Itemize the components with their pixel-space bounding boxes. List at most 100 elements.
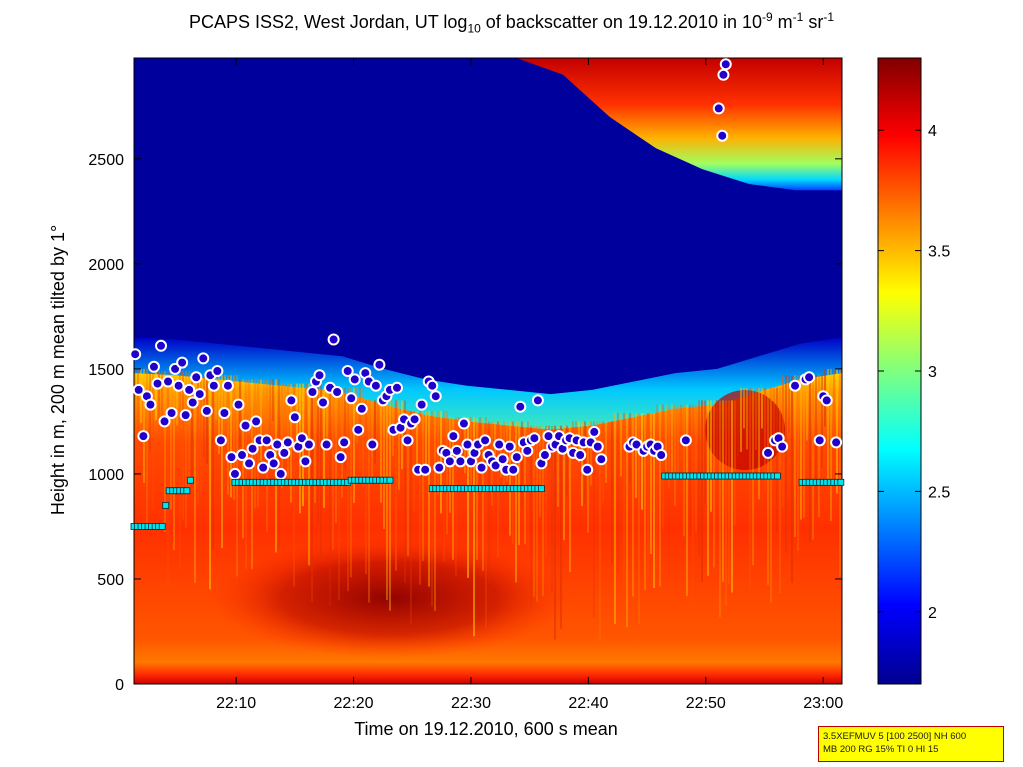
cloud-base-marker	[820, 394, 833, 407]
streak	[632, 413, 634, 597]
cloud-base-marker	[257, 461, 270, 474]
cloud-base-marker	[595, 453, 608, 466]
streak	[521, 421, 523, 508]
info-line-1: 3.5XEFMUV 5 [100 2500] NH 600	[823, 731, 967, 742]
cloud-base-marker	[719, 58, 732, 71]
y-axis-label: Height in m, 200 m mean tilted by 1°	[48, 225, 68, 515]
streak	[188, 371, 190, 493]
cloud-base-marker	[302, 438, 315, 451]
streak	[692, 404, 694, 609]
streak	[662, 404, 664, 530]
streak	[251, 379, 253, 569]
streak	[584, 421, 586, 505]
streak	[194, 371, 196, 583]
cloud-base-marker	[214, 434, 227, 447]
cloud-base-marker	[155, 339, 168, 352]
streak	[419, 410, 421, 585]
streak	[647, 413, 649, 580]
cloud-base-marker	[186, 396, 199, 409]
streak	[230, 375, 232, 498]
streak	[161, 371, 163, 446]
streak	[806, 375, 808, 441]
streak	[638, 413, 640, 625]
streak	[173, 371, 175, 551]
cloud-base-marker	[514, 400, 527, 413]
cloud-base-marker	[306, 386, 319, 399]
streak	[395, 400, 397, 571]
y-tick-label: 2000	[88, 257, 124, 274]
streak	[431, 410, 433, 607]
cloud-base-marker	[426, 379, 439, 392]
cloud-base-marker	[574, 449, 587, 462]
streak	[362, 387, 364, 488]
cloud-base-marker	[443, 455, 456, 468]
streak	[416, 410, 418, 474]
cloud-base-marker	[507, 463, 520, 476]
streak	[539, 425, 541, 517]
cloud-base-marker	[162, 375, 175, 388]
streak	[608, 421, 610, 479]
cloud-base-marker	[218, 407, 231, 420]
streak	[566, 425, 568, 497]
layer-height-marker	[386, 476, 394, 484]
streak	[794, 375, 796, 538]
streak	[686, 404, 688, 596]
streak	[374, 400, 376, 464]
cloud-base-marker	[813, 434, 826, 447]
cloud-base-marker	[419, 463, 432, 476]
streak	[314, 383, 316, 503]
streak	[518, 421, 520, 546]
streak	[581, 421, 583, 507]
streak	[707, 400, 709, 576]
streak	[788, 375, 790, 433]
streak	[344, 387, 346, 470]
colorbar-tick-label: 2.5	[928, 484, 950, 501]
x-axis: 22:10 22:20 22:30 22:40 22:50 23:00	[216, 58, 843, 712]
cloud-base-marker	[401, 434, 414, 447]
cloud-base-marker	[355, 402, 368, 415]
streak	[743, 387, 745, 429]
streak	[398, 400, 400, 491]
streak	[134, 368, 136, 498]
y-tick-label: 1000	[88, 467, 124, 484]
cloud-base-marker	[457, 417, 470, 430]
streak	[734, 400, 736, 526]
streak	[467, 417, 469, 578]
layer-height-marker	[538, 485, 545, 493]
streak	[626, 413, 628, 628]
cloud-base-marker	[369, 379, 382, 392]
y-tick-label: 2500	[88, 152, 124, 169]
dense-core	[210, 538, 570, 658]
info-box: 3.5XEFMUV 5 [100 2500] NH 600 MB 200 RG …	[818, 726, 1004, 762]
layer-height-marker	[837, 478, 845, 486]
streak	[224, 375, 226, 417]
cloud-base-marker	[717, 68, 730, 81]
cloud-base-marker	[338, 436, 351, 449]
cloud-base-marker	[479, 434, 492, 447]
cloud-base-marker	[331, 386, 344, 399]
streak	[833, 368, 835, 440]
streak	[227, 375, 229, 495]
streak	[326, 387, 328, 438]
streak	[191, 371, 193, 486]
cloud-base-marker	[129, 348, 142, 361]
streak	[536, 425, 538, 602]
streak	[137, 368, 139, 453]
streak	[461, 417, 463, 458]
cloud-base-marker	[493, 438, 506, 451]
cloud-base-marker	[341, 365, 354, 377]
streak	[269, 379, 271, 440]
streak	[200, 375, 202, 497]
cloud-base-marker	[200, 404, 213, 417]
streak	[422, 410, 424, 561]
streak	[722, 400, 724, 582]
streak	[710, 400, 712, 512]
streak	[725, 400, 727, 606]
streak	[605, 421, 607, 483]
cloud-base-marker	[538, 449, 551, 462]
streak	[185, 371, 187, 529]
streak	[644, 413, 646, 590]
streak	[212, 375, 214, 550]
streak	[530, 425, 532, 607]
cloud-base-marker	[450, 444, 463, 457]
